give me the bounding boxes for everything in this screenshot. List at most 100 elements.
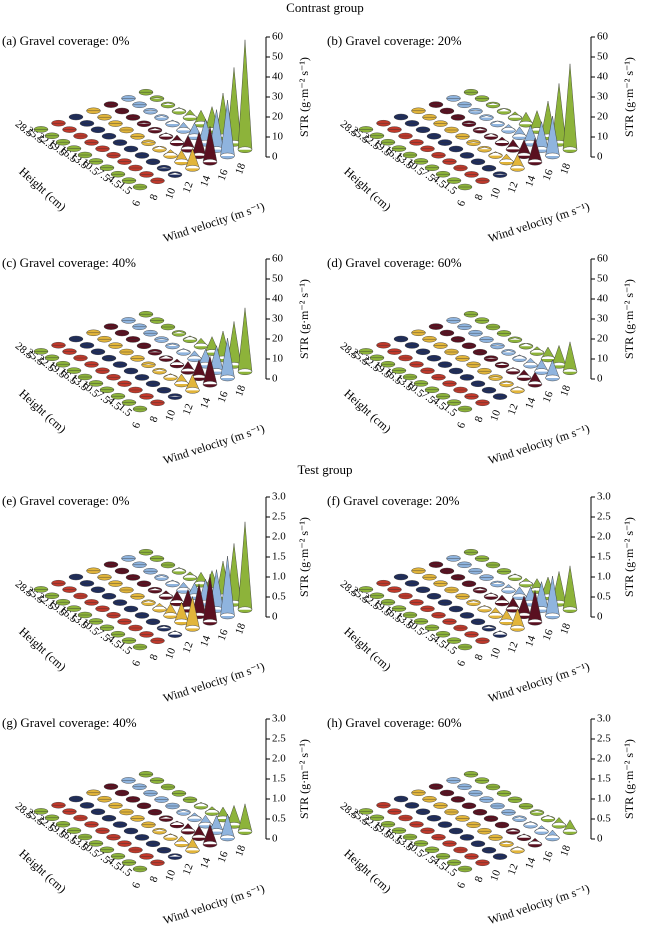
cone	[446, 859, 462, 866]
cone	[518, 803, 534, 810]
cone	[150, 859, 165, 866]
cone	[499, 840, 514, 848]
cone	[463, 549, 479, 556]
cone	[152, 603, 167, 613]
cone	[446, 637, 462, 644]
cone	[459, 612, 475, 619]
y-axis-label: Height (cm)	[341, 846, 394, 895]
z-tick-label: 2.5	[597, 511, 611, 523]
cone	[464, 631, 479, 638]
cone	[562, 819, 578, 835]
cone	[455, 355, 470, 362]
cone	[433, 342, 448, 349]
panel: (e) Gravel coverage: 0% 0 0.5 1.0 1.5 2.0 2.5 3…	[2, 491, 311, 706]
cone	[422, 114, 437, 121]
cone	[103, 101, 119, 108]
cone	[95, 605, 110, 612]
cone	[134, 152, 150, 159]
x-tick-label: 8	[148, 652, 161, 662]
cone	[426, 815, 442, 822]
cone	[428, 783, 444, 790]
cone	[393, 573, 409, 581]
cone	[457, 783, 472, 790]
z-tick-label: 1.0	[272, 793, 286, 805]
cone	[103, 323, 119, 330]
cone	[507, 796, 523, 803]
cone	[369, 814, 385, 821]
cone	[128, 624, 143, 632]
cone	[398, 592, 413, 600]
x-tick-label: 10	[488, 186, 503, 201]
cone	[562, 565, 578, 613]
z-tick-label: 10	[272, 353, 284, 365]
cone	[79, 802, 95, 809]
cone	[108, 342, 123, 349]
cone	[101, 355, 117, 362]
x-tick-label: 14	[198, 396, 213, 411]
cone	[237, 307, 253, 375]
z-tick-label: 0.5	[272, 591, 286, 603]
cone	[422, 796, 437, 803]
x-tick-label: 12	[506, 862, 521, 876]
cone	[470, 840, 486, 847]
cone	[147, 587, 163, 594]
cone	[77, 373, 93, 381]
cone	[439, 107, 455, 115]
cone	[466, 821, 481, 828]
cone	[479, 114, 494, 121]
cone	[112, 139, 128, 146]
cone	[496, 108, 512, 115]
cone	[494, 594, 510, 607]
cone	[483, 133, 499, 140]
cone	[483, 355, 499, 362]
cone	[481, 165, 497, 172]
cone	[457, 101, 472, 108]
cone	[439, 329, 455, 337]
z-tick-label: 50	[272, 273, 284, 285]
cone	[97, 114, 112, 121]
cone	[99, 624, 115, 631]
cone	[496, 790, 512, 797]
cone	[62, 348, 77, 355]
cone	[121, 177, 137, 184]
cone	[409, 361, 424, 368]
cone	[147, 127, 163, 134]
cone	[466, 599, 481, 606]
cone	[154, 336, 169, 343]
x-tick-label: 6	[455, 198, 468, 208]
cone	[130, 133, 145, 140]
cone	[470, 380, 486, 387]
cone	[411, 567, 426, 574]
cone	[387, 808, 402, 815]
cone	[358, 126, 374, 133]
cone	[73, 592, 88, 600]
z-tick-label: 3.0	[272, 713, 286, 725]
cone	[110, 631, 126, 638]
cone	[424, 846, 440, 853]
cone	[145, 840, 161, 847]
cone	[220, 813, 235, 842]
panel: (f) Gravel coverage: 20% 0 0.5 1.0 1.5 2.0 2.5…	[327, 491, 636, 706]
x-tick-label: 6	[130, 198, 143, 208]
cone	[415, 808, 431, 815]
x-tick-label: 10	[163, 408, 178, 423]
cone	[103, 561, 119, 568]
panel-title: (a) Gravel coverage: 0%	[2, 33, 130, 48]
cone	[472, 349, 488, 356]
cone	[44, 592, 60, 599]
cone	[136, 802, 152, 809]
cone	[527, 838, 543, 848]
cone	[494, 821, 510, 829]
x-tick-label: 18	[233, 161, 248, 176]
cone	[562, 63, 578, 153]
cone	[435, 171, 451, 178]
x-tick-label: 10	[163, 186, 178, 201]
x-tick-label: 16	[216, 389, 231, 404]
cone	[428, 101, 444, 108]
cone	[387, 126, 402, 133]
cone	[55, 139, 71, 146]
cone	[55, 599, 71, 606]
x-tick-label: 8	[148, 874, 161, 884]
x-tick-label: 12	[506, 180, 521, 194]
cone	[156, 165, 172, 172]
